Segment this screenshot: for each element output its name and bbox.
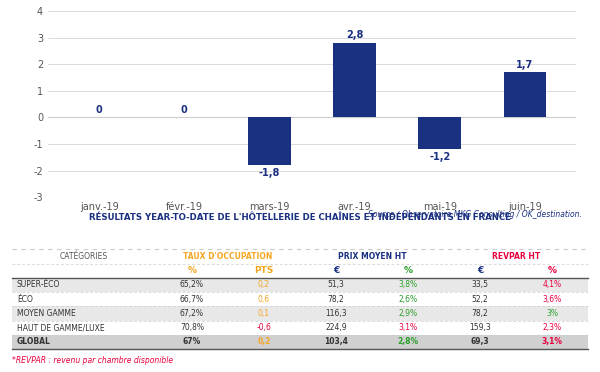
Text: 2,8: 2,8: [346, 31, 363, 41]
Bar: [503, 72, 546, 118]
Text: PRIX MOYEN HT: PRIX MOYEN HT: [338, 252, 406, 261]
Text: 2,6%: 2,6%: [398, 295, 418, 304]
Text: 3%: 3%: [546, 309, 558, 318]
Text: 3,1%: 3,1%: [542, 337, 563, 346]
Text: 2,8%: 2,8%: [397, 337, 419, 346]
Text: %: %: [403, 266, 413, 275]
Text: 0,1: 0,1: [258, 309, 270, 318]
Text: -0,6: -0,6: [257, 323, 271, 332]
Text: 70,8%: 70,8%: [180, 323, 204, 332]
Text: *REVPAR : revenu par chambre disponible: *REVPAR : revenu par chambre disponible: [12, 356, 173, 365]
Text: 52,2: 52,2: [472, 295, 488, 304]
Text: 3,6%: 3,6%: [542, 295, 562, 304]
Bar: [418, 118, 461, 149]
Bar: [12, 306, 588, 321]
Text: Source : Observatoire MKG Consulting / OK_destination.: Source : Observatoire MKG Consulting / O…: [368, 210, 582, 219]
Text: 0,2: 0,2: [258, 280, 270, 289]
Text: PTS: PTS: [254, 266, 274, 275]
Text: 2,9%: 2,9%: [398, 309, 418, 318]
Text: 67,2%: 67,2%: [180, 309, 204, 318]
Text: %: %: [548, 266, 557, 275]
Text: 51,3: 51,3: [328, 280, 344, 289]
Text: SUPER-ÉCO: SUPER-ÉCO: [17, 280, 60, 289]
Text: REVPAR HT: REVPAR HT: [492, 252, 540, 261]
Bar: [248, 118, 291, 165]
Text: HAUT DE GAMME/LUXE: HAUT DE GAMME/LUXE: [17, 323, 104, 332]
Text: CATÉGORIES: CATÉGORIES: [60, 252, 108, 261]
Text: 33,5: 33,5: [472, 280, 488, 289]
Text: 0,6: 0,6: [258, 295, 270, 304]
Text: 78,2: 78,2: [472, 309, 488, 318]
Text: 3,8%: 3,8%: [398, 280, 418, 289]
Text: RÉSULTATS YEAR-TO-DATE DE L'HÔTELLERIE DE CHAÎNES ET INDÉPENDANTS EN FRANCE: RÉSULTATS YEAR-TO-DATE DE L'HÔTELLERIE D…: [89, 213, 511, 222]
Text: GLOBAL: GLOBAL: [17, 337, 50, 346]
Text: 69,3: 69,3: [470, 337, 490, 346]
Text: 2,3%: 2,3%: [542, 323, 562, 332]
Bar: [333, 43, 376, 118]
Text: -1,2: -1,2: [429, 152, 451, 162]
Text: €: €: [333, 266, 339, 275]
Text: 66,7%: 66,7%: [180, 295, 204, 304]
Text: %: %: [187, 266, 197, 275]
Text: 116,3: 116,3: [325, 309, 347, 318]
Text: 1,7: 1,7: [516, 60, 533, 70]
Text: MOYEN GAMME: MOYEN GAMME: [17, 309, 76, 318]
Text: TAUX D'OCCUPATION: TAUX D'OCCUPATION: [184, 252, 272, 261]
Text: €: €: [477, 266, 483, 275]
Bar: [12, 335, 588, 349]
Text: 103,4: 103,4: [324, 337, 348, 346]
Text: 0: 0: [96, 105, 103, 115]
Text: 0,2: 0,2: [257, 337, 271, 346]
Text: 67%: 67%: [183, 337, 201, 346]
Text: 3,1%: 3,1%: [398, 323, 418, 332]
Text: 78,2: 78,2: [328, 295, 344, 304]
Text: 65,2%: 65,2%: [180, 280, 204, 289]
Text: -1,8: -1,8: [259, 168, 280, 178]
Text: 4,1%: 4,1%: [542, 280, 562, 289]
Text: ÉCO: ÉCO: [17, 295, 32, 304]
Bar: [12, 278, 588, 292]
Text: 159,3: 159,3: [469, 323, 491, 332]
Text: 0: 0: [181, 105, 188, 115]
Text: 224,9: 224,9: [325, 323, 347, 332]
